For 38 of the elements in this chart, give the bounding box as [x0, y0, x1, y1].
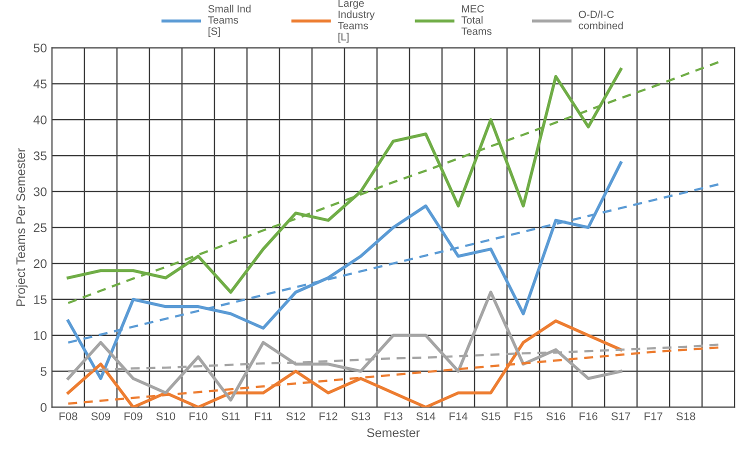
x-tick-label: S13 [351, 412, 370, 420]
y-tick-label: 40 [33, 115, 47, 124]
legend-label: Small Ind Teams [S] [208, 4, 251, 37]
x-tick-label: S09 [91, 412, 110, 420]
legend-label: Large Industry Teams [L] [338, 0, 375, 43]
x-tick-label: F16 [580, 412, 598, 420]
x-tick-label: F10 [190, 412, 208, 420]
x-tick-label: F15 [514, 412, 532, 420]
x-tick-label: S17 [611, 412, 630, 420]
x-tick-label: F09 [124, 412, 142, 420]
y-tick-label: 5 [40, 367, 47, 376]
x-tick-label: S18 [676, 412, 696, 420]
y-tick-label: 20 [34, 259, 47, 268]
x-tick-label: F17 [644, 412, 662, 420]
x-tick-label: F12 [320, 412, 338, 420]
y-tick-label: 15 [34, 295, 47, 304]
legend-label: O-D/I-C combined [578, 10, 623, 30]
x-tick-label: F08 [60, 412, 78, 420]
y-tick-label: 0 [40, 403, 47, 412]
y-tick-label: 25 [34, 223, 47, 232]
y-tick-label: 30 [34, 187, 47, 196]
line-series [67, 61, 720, 304]
x-axis-title: Semester [367, 428, 420, 438]
y-axis-title: Project Teams Per Semester [16, 148, 28, 306]
x-tick-label: F11 [254, 412, 272, 420]
x-tick-label: S11 [222, 412, 240, 420]
x-tick-label: S10 [156, 412, 176, 420]
x-tick-label: S16 [546, 412, 566, 420]
x-tick-label: S12 [286, 412, 306, 420]
legend-label: MEC Total Teams [461, 5, 492, 35]
x-tick-label: F14 [450, 412, 468, 420]
y-tick-label: 35 [34, 151, 47, 160]
x-tick-label: S14 [416, 412, 436, 420]
y-tick-label: 45 [33, 80, 47, 88]
y-tick-label: 50 [34, 44, 47, 52]
x-tick-label: F13 [384, 412, 402, 420]
x-tick-label: S15 [481, 412, 500, 420]
y-tick-label: 10 [34, 331, 47, 340]
